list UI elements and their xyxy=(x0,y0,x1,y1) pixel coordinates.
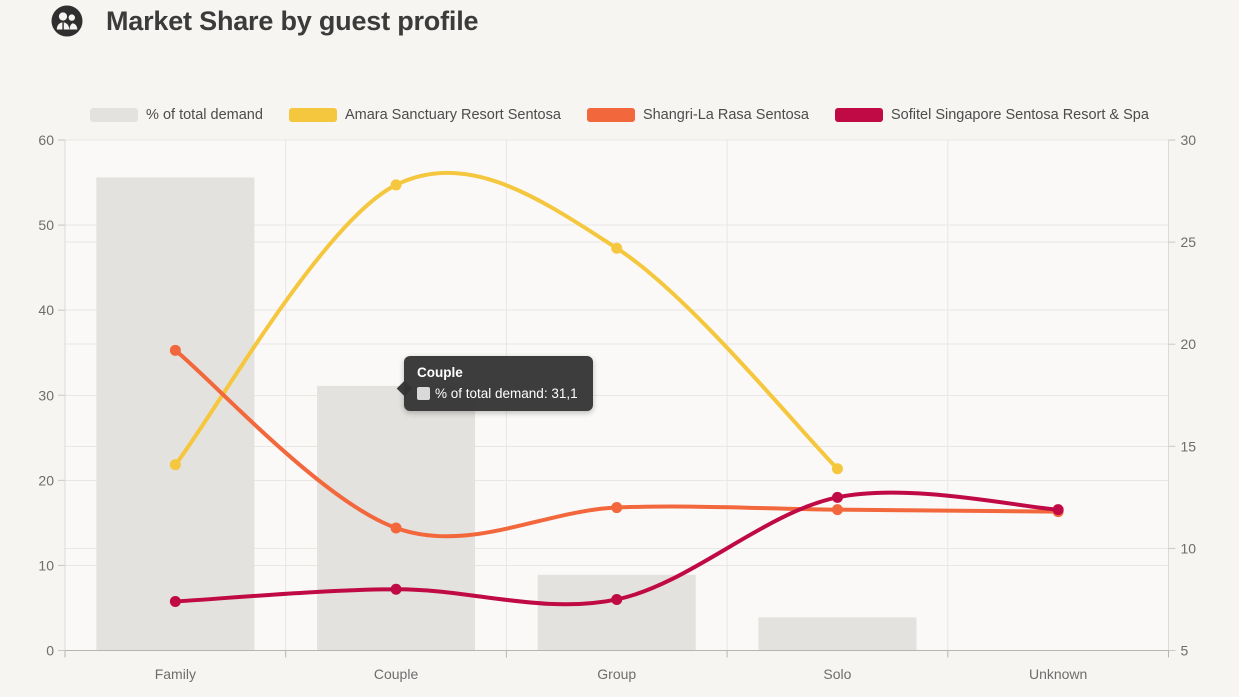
left-axis-label: 50 xyxy=(38,217,54,233)
bar-solo[interactable] xyxy=(758,617,917,651)
legend: % of total demand Amara Sanctuary Resort … xyxy=(0,107,1239,123)
data-point-series-2[interactable] xyxy=(169,595,181,607)
right-axis-label: 25 xyxy=(1181,234,1197,250)
legend-swatch xyxy=(586,108,635,122)
line-series-1 xyxy=(173,348,1061,539)
legend-label: Sofitel Singapore Sentosa Resort & Spa xyxy=(891,107,1149,123)
right-axis-label: 10 xyxy=(1181,540,1197,556)
data-point-series-1[interactable] xyxy=(611,502,623,514)
data-point-series-1[interactable] xyxy=(390,522,402,534)
right-axis-label: 30 xyxy=(1181,132,1197,148)
page-title: Market Share by guest profile xyxy=(106,5,479,36)
legend-label: Amara Sanctuary Resort Sentosa xyxy=(344,107,561,123)
legend-item-1[interactable]: Amara Sanctuary Resort Sentosa xyxy=(288,107,561,123)
data-point-series-0[interactable] xyxy=(390,179,402,191)
left-axis-label: 60 xyxy=(38,132,54,148)
right-axis-label: 15 xyxy=(1181,438,1197,454)
x-axis-label-family: Family xyxy=(155,666,196,682)
x-axis-label-solo: Solo xyxy=(823,666,851,682)
bar-family[interactable] xyxy=(96,177,255,651)
data-point-series-1[interactable] xyxy=(169,344,181,356)
left-axis-label: 10 xyxy=(38,557,54,573)
legend-item-2[interactable]: Shangri-La Rasa Sentosa xyxy=(586,107,809,123)
left-axis-label: 40 xyxy=(38,302,54,318)
legend-label: % of total demand xyxy=(146,107,263,123)
x-axis-label-unknown: Unknown xyxy=(1029,666,1087,682)
x-axis-label-couple: Couple xyxy=(374,666,419,682)
legend-label: Shangri-La Rasa Sentosa xyxy=(642,107,809,123)
tooltip-row: % of total demand: 31,1 xyxy=(417,386,578,401)
left-axis-label: 0 xyxy=(46,643,54,659)
bar-group[interactable] xyxy=(537,574,696,651)
right-axis-label: 5 xyxy=(1181,643,1189,659)
data-point-series-0[interactable] xyxy=(831,463,843,475)
legend-item-3[interactable]: Sofitel Singapore Sentosa Resort & Spa xyxy=(835,107,1149,123)
tooltip: Couple % of total demand: 31,1 xyxy=(404,356,593,411)
bar-couple[interactable] xyxy=(317,385,476,651)
left-axis-label: 20 xyxy=(38,472,54,488)
x-axis-label-group: Group xyxy=(597,666,636,682)
data-point-series-0[interactable] xyxy=(169,459,181,471)
line-series-0 xyxy=(173,170,840,471)
data-point-series-0[interactable] xyxy=(611,242,623,254)
data-point-series-1[interactable] xyxy=(831,504,843,516)
data-point-series-2[interactable] xyxy=(1052,504,1064,516)
guests-icon xyxy=(51,5,83,37)
data-point-series-2[interactable] xyxy=(390,583,402,595)
data-point-series-2[interactable] xyxy=(831,491,843,503)
tooltip-title: Couple xyxy=(417,365,463,380)
data-point-series-2[interactable] xyxy=(611,593,623,605)
tooltip-value-text: % of total demand: 31,1 xyxy=(435,386,578,401)
legend-swatch xyxy=(288,108,337,122)
tooltip-series-swatch xyxy=(417,387,430,400)
header: Market Share by guest profile xyxy=(50,4,479,38)
right-axis-label: 20 xyxy=(1181,336,1197,352)
legend-swatch xyxy=(90,108,139,122)
legend-swatch xyxy=(835,108,883,122)
legend-item-0[interactable]: % of total demand xyxy=(90,107,263,123)
left-axis-label: 30 xyxy=(38,387,54,403)
